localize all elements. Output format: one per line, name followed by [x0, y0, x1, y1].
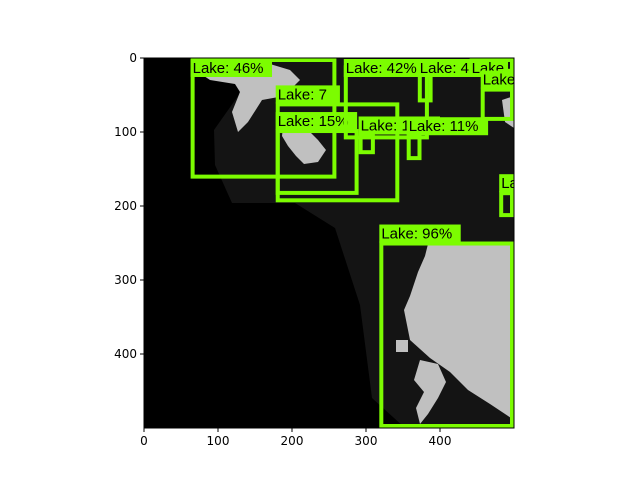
detection-label: Lake: 96% — [381, 226, 452, 243]
y-tick-label: 400 — [114, 347, 137, 361]
axes-frame — [143, 57, 515, 429]
detection-label: Lake: 42% — [346, 60, 417, 77]
y-tick-label: 100 — [114, 125, 137, 139]
x-tick-label: 400 — [429, 434, 452, 448]
detection-label-bg — [190, 59, 273, 77]
y-axis: 0 100 200 300 400 — [114, 51, 144, 361]
x-tick-label: 300 — [355, 434, 378, 448]
detection-box — [406, 134, 422, 161]
detection-label: Lake: 7 — [278, 86, 327, 103]
x-axis: 0 100 200 300 400 — [140, 428, 451, 448]
detection-box — [358, 133, 375, 155]
detection-label: La — [501, 175, 518, 192]
land-mass-peninsula — [414, 360, 446, 424]
detection-boxes: Lake: 46% Lake: 7 Lake: 15% Lake: 42% Lake: … — [190, 58, 518, 428]
detection-label-bg — [275, 85, 340, 104]
detection-label: Lake: 15% — [278, 113, 349, 130]
detection-label-bg — [343, 59, 426, 77]
y-tick-label: 300 — [114, 273, 137, 287]
detection-label-bg — [499, 174, 514, 193]
land-mass-small — [396, 340, 408, 352]
detection-label: Lake: 46% — [193, 60, 264, 77]
y-tick-label: 0 — [129, 51, 137, 65]
detection-label-bg — [379, 224, 461, 243]
land-mass-southeast — [404, 244, 514, 420]
y-tick-label: 200 — [114, 199, 137, 213]
x-tick-label: 100 — [207, 434, 230, 448]
detection-box — [480, 87, 514, 121]
x-tick-label: 0 — [140, 434, 148, 448]
detection-label: Lake: 11% — [409, 118, 479, 135]
detection-box — [499, 191, 514, 218]
image-axes: Lake: 46% Lake: 7 Lake: 15% Lake: 42% Lake: … — [114, 51, 518, 448]
detection-box — [275, 129, 359, 195]
detection-label-bg — [406, 117, 489, 136]
detection-box — [379, 241, 514, 428]
detection-label: Lake — [483, 72, 516, 89]
land-mass-northwest — [198, 60, 300, 132]
x-tick-label: 200 — [281, 434, 304, 448]
detection-label-bg — [275, 112, 358, 131]
detection-label-bg — [480, 70, 514, 89]
